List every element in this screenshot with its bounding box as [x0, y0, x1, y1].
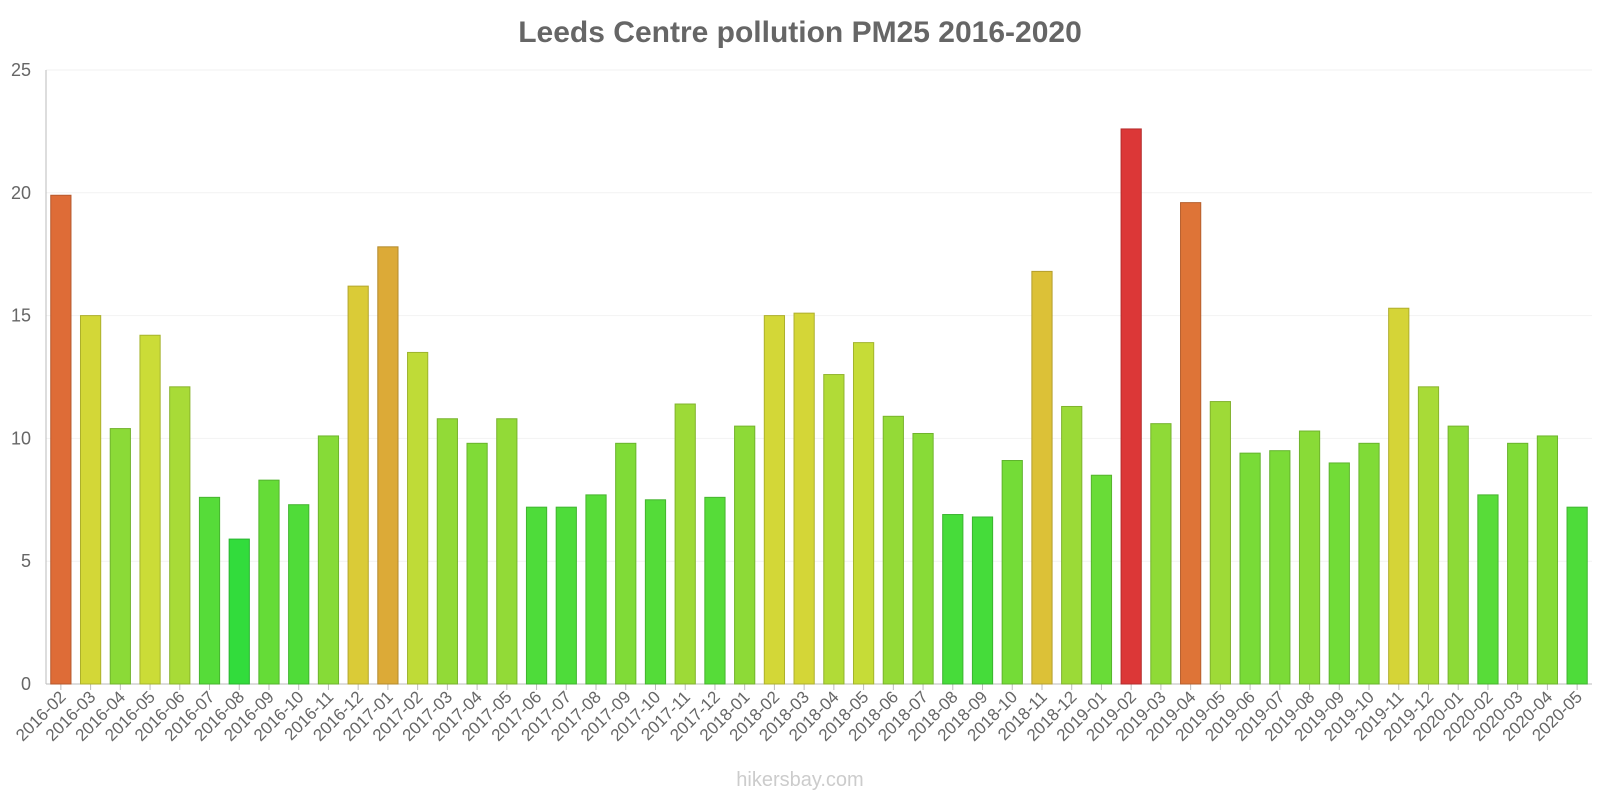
y-tick-label: 5 — [21, 551, 31, 571]
bar[interactable] — [50, 194, 72, 685]
bar[interactable] — [793, 312, 815, 685]
bar[interactable] — [1150, 423, 1172, 685]
watermark-text: hikersbay.com — [736, 769, 864, 791]
bar[interactable] — [734, 425, 756, 685]
bar[interactable] — [674, 403, 696, 685]
bar[interactable] — [971, 516, 994, 685]
bar[interactable] — [852, 342, 875, 685]
bar[interactable] — [1477, 494, 1499, 685]
bar[interactable] — [1298, 430, 1321, 685]
bar[interactable] — [644, 499, 667, 685]
y-tick-label: 0 — [21, 674, 31, 694]
bar[interactable] — [1090, 474, 1113, 685]
bar[interactable] — [882, 415, 904, 685]
bar[interactable] — [169, 386, 191, 685]
bar[interactable] — [763, 315, 786, 685]
bar[interactable] — [258, 479, 280, 685]
bar[interactable] — [228, 538, 250, 685]
bar[interactable] — [466, 442, 488, 685]
bar[interactable] — [1388, 307, 1410, 685]
bar[interactable] — [585, 494, 607, 685]
bar[interactable] — [1566, 506, 1588, 685]
bar[interactable] — [555, 506, 577, 685]
bar[interactable] — [377, 246, 399, 685]
bar[interactable] — [109, 428, 131, 685]
bar[interactable] — [1447, 425, 1469, 685]
bar[interactable] — [1031, 270, 1053, 685]
bar[interactable] — [496, 418, 518, 685]
bar[interactable] — [525, 506, 548, 685]
bar[interactable] — [347, 285, 369, 685]
bar[interactable] — [436, 418, 458, 685]
bar[interactable] — [1328, 462, 1350, 685]
bar[interactable] — [823, 374, 845, 685]
bar[interactable] — [1536, 435, 1559, 685]
bar[interactable] — [79, 315, 102, 685]
bar[interactable] — [1001, 460, 1023, 685]
bar[interactable] — [1507, 442, 1529, 685]
y-tick-label: 25 — [11, 60, 31, 80]
bar[interactable] — [942, 514, 964, 685]
bar[interactable] — [139, 334, 161, 685]
bar[interactable] — [1417, 386, 1440, 685]
bar[interactable] — [1209, 401, 1231, 685]
bar[interactable] — [1180, 202, 1202, 685]
y-tick-label: 10 — [11, 428, 31, 448]
bar[interactable] — [317, 435, 340, 685]
bar[interactable] — [1061, 405, 1083, 685]
bar[interactable] — [1358, 442, 1380, 685]
bar[interactable] — [288, 504, 310, 685]
bar[interactable] — [1239, 452, 1261, 685]
bar[interactable] — [198, 496, 221, 685]
bar[interactable] — [704, 496, 726, 685]
bar[interactable] — [615, 442, 637, 685]
bar[interactable] — [1120, 128, 1142, 685]
y-tick-label: 15 — [11, 306, 31, 326]
chart-title: Leeds Centre pollution PM25 2016-2020 — [518, 16, 1082, 49]
bar[interactable] — [407, 351, 429, 685]
bar[interactable] — [1269, 450, 1291, 685]
y-tick-label: 20 — [11, 183, 31, 203]
bar[interactable] — [912, 432, 934, 685]
